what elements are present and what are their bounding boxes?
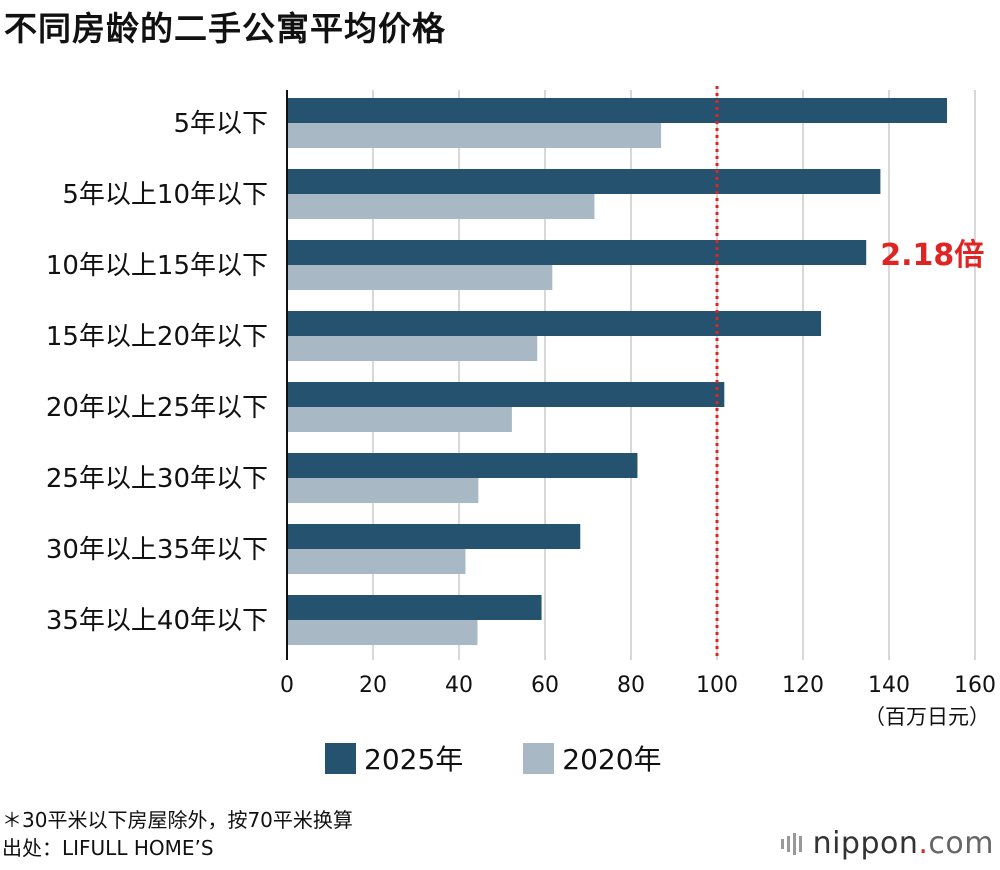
annotation-ratio: 2.18倍 — [880, 238, 984, 273]
x-tick-label: 20 — [359, 673, 387, 698]
category-label: 35年以上40年以下 — [46, 606, 268, 636]
category-label: 10年以上15年以下 — [46, 251, 268, 281]
bar-2025年-7 — [287, 595, 542, 620]
x-tick-label: 40 — [445, 673, 473, 698]
category-label: 20年以上25年以下 — [46, 393, 268, 423]
legend-item-2020: 2020年 — [523, 738, 662, 778]
bar-2020年-4 — [287, 407, 512, 432]
x-tick-label: 80 — [617, 673, 645, 698]
bar-2025年-5 — [287, 453, 638, 478]
legend-swatch-2025 — [325, 742, 356, 774]
bar-2020年-2 — [287, 265, 553, 290]
chart-title: 不同房龄的二手公寓平均价格 — [4, 9, 446, 48]
bar-2025年-3 — [287, 311, 822, 336]
bar-2020年-7 — [287, 620, 478, 645]
bar-chart: 0 20 40 60 80 100 120 140 160 （百万日元） 5年以下 5年以上10年以下… — [46, 86, 996, 729]
x-axis-label: （百万日元） — [864, 705, 990, 729]
bar-2025年-4 — [287, 382, 725, 407]
bar-2020年-1 — [287, 194, 595, 219]
bar-2025年-1 — [287, 169, 881, 194]
legend-label-2020: 2020年 — [562, 743, 662, 776]
logo-suffix: com — [928, 826, 994, 861]
bar-2020年-5 — [287, 478, 479, 503]
category-label: 30年以上35年以下 — [46, 535, 268, 565]
legend-label-2025: 2025年 — [364, 743, 464, 776]
bar-2025年-6 — [287, 524, 581, 549]
x-tick-label: 140 — [868, 673, 910, 698]
x-tick-label: 0 — [280, 673, 294, 698]
bar-2025年-2 — [287, 240, 867, 265]
legend-item-2025: 2025年 — [325, 738, 463, 778]
bar-2025年-0 — [287, 98, 948, 123]
x-tick-label: 60 — [531, 673, 559, 698]
logo-dot: . — [918, 826, 929, 861]
category-label: 5年以上10年以下 — [62, 180, 268, 210]
bar-2020年-6 — [287, 549, 466, 574]
logo-name: nippon — [812, 826, 919, 861]
footnote-source: 出处：LIFULL HOME’S — [2, 836, 214, 860]
x-tick-label: 120 — [782, 673, 824, 698]
category-label: 5年以下 — [173, 109, 268, 139]
legend: 2025年 2020年 — [325, 738, 722, 778]
footnote: ＊30平米以下房屋除外，按70平米换算 出处：LIFULL HOME’S — [2, 806, 353, 862]
bar-2020年-3 — [287, 336, 538, 361]
category-label: 25年以上30年以下 — [46, 464, 268, 494]
legend-swatch-2020 — [523, 742, 555, 774]
category-label: 15年以上20年以下 — [46, 322, 268, 352]
footnote-note: ＊30平米以下房屋除外，按70平米换算 — [2, 808, 353, 832]
logo-bars-icon — [780, 832, 805, 855]
bar-2020年-0 — [287, 123, 662, 148]
nippon-logo: nippon. com — [780, 826, 994, 861]
x-tick-label: 100 — [696, 673, 738, 698]
x-tick-label: 160 — [954, 673, 996, 698]
